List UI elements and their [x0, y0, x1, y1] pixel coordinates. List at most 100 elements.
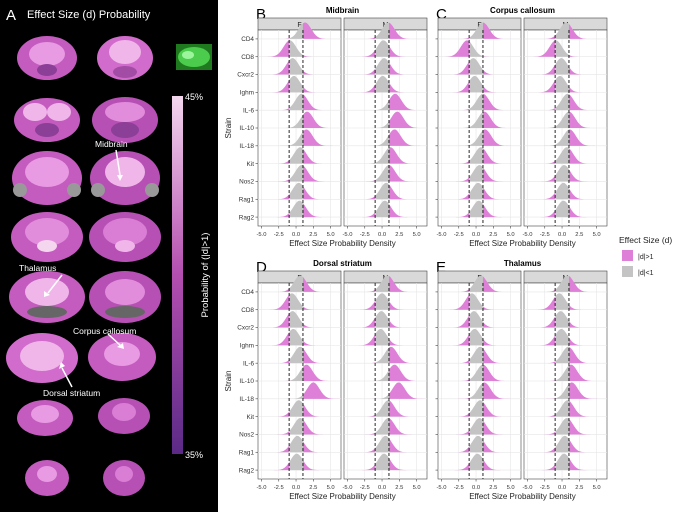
- density-ridge: [302, 364, 341, 381]
- y-tick-label: Ighm: [240, 343, 254, 350]
- panel-title: Dorsal striatum: [313, 259, 372, 268]
- density-ridge: [469, 22, 483, 39]
- density-ridge: [555, 75, 569, 93]
- density-ridge: [524, 35, 556, 39]
- density-ridge: [438, 430, 470, 435]
- density-ridge: [438, 294, 470, 310]
- density-ridge: [568, 457, 607, 471]
- density-ridge: [482, 187, 521, 200]
- density-ridge: [438, 37, 470, 39]
- density-ridge: [388, 184, 427, 200]
- y-tick-label: IL-6: [243, 360, 254, 367]
- density-ridge: [302, 22, 341, 39]
- density-ridge: [469, 328, 483, 346]
- density-ridge: [568, 188, 607, 200]
- panel-letter: B: [256, 6, 266, 23]
- thalamus-label: Thalamus: [19, 263, 56, 273]
- density-ridge: [289, 400, 303, 417]
- y-tick-label: IL-18: [239, 396, 254, 403]
- density-ridge: [258, 288, 290, 292]
- brain-slice: [11, 212, 83, 262]
- density-ridge: [438, 108, 470, 111]
- density-ridge: [568, 275, 607, 292]
- y-tick-label: IL-10: [239, 378, 254, 385]
- density-ridge: [555, 165, 569, 182]
- legend: Effect Size (d) |d|>1 |d|<1: [619, 235, 672, 277]
- density-ridge: [482, 364, 521, 381]
- density-ridge: [482, 321, 521, 328]
- density-ridge: [344, 49, 376, 57]
- x-tick-label: 0.0: [558, 485, 566, 491]
- y-tick-label: CD4: [241, 36, 254, 43]
- density-ridge: [388, 338, 427, 346]
- density-ridge: [344, 162, 376, 164]
- y-tick-label: CD8: [241, 54, 254, 61]
- density-ridge: [289, 165, 303, 182]
- density-ridge: [289, 293, 303, 310]
- x-tick-label: -5.0: [342, 232, 352, 238]
- x-tick-label: -2.5: [540, 485, 550, 491]
- density-ridge: [438, 379, 470, 381]
- density-ridge: [524, 210, 556, 218]
- density-ridge: [289, 114, 303, 128]
- density-ridge: [289, 453, 303, 471]
- density-ridge: [568, 206, 607, 218]
- density-ridge: [469, 130, 483, 146]
- brain-slice: [17, 36, 77, 80]
- brain-slice: [88, 333, 156, 381]
- density-ridge: [524, 107, 556, 111]
- density-ridge: [438, 145, 470, 146]
- density-ridge: [375, 369, 389, 381]
- x-tick-label: -5.0: [342, 485, 352, 491]
- density-ridge: [388, 147, 427, 164]
- density-ridge: [375, 293, 389, 310]
- density-ridge: [555, 111, 569, 128]
- x-tick-label: 0.0: [558, 232, 566, 238]
- density-ridge: [469, 200, 483, 218]
- density-ridge: [555, 400, 569, 417]
- density-ridge: [568, 337, 607, 346]
- x-tick-label: 5.0: [507, 485, 515, 491]
- x-axis-title: Effect Size Probability Density: [289, 239, 396, 248]
- density-ridge: [482, 420, 521, 435]
- density-ridge: [375, 311, 389, 328]
- x-tick-label: -2.5: [360, 485, 370, 491]
- density-ridge: [375, 418, 389, 435]
- density-ridge: [555, 293, 569, 310]
- density-ridge: [302, 441, 341, 453]
- density-ridge: [524, 316, 556, 328]
- density-ridge: [375, 40, 389, 57]
- density-ridge: [289, 366, 303, 381]
- density-ridge: [482, 401, 521, 417]
- density-ridge: [568, 24, 607, 39]
- dorsal-striatum-arrow: [61, 367, 73, 388]
- density-ridge: [482, 129, 521, 146]
- density-ridge: [482, 348, 521, 364]
- density-ridge: [388, 82, 427, 93]
- density-ridge: [555, 311, 569, 328]
- x-tick-label: 0.0: [292, 232, 300, 238]
- x-tick-label: -2.5: [454, 485, 464, 491]
- x-tick-label: 0.0: [378, 232, 386, 238]
- panel-a-letter: A: [6, 7, 16, 24]
- density-ridge: [302, 70, 341, 75]
- density-ridge: [438, 212, 470, 218]
- x-tick-label: -5.0: [436, 485, 446, 491]
- density-ridge: [344, 212, 376, 218]
- corpus-callosum-arrowhead: [117, 343, 124, 349]
- density-ridge: [469, 112, 483, 128]
- density-ridge: [375, 22, 389, 39]
- x-tick-label: -5.0: [522, 232, 532, 238]
- x-tick-label: 5.0: [593, 485, 601, 491]
- density-ridge: [388, 203, 427, 218]
- density-ridge: [344, 289, 376, 292]
- y-tick-label: Nos2: [239, 432, 254, 439]
- brain-sections: [6, 36, 212, 496]
- density-ridge: [482, 203, 521, 218]
- density-ridge: [388, 22, 427, 39]
- density-ridge: [344, 432, 376, 435]
- density-ridge: [555, 328, 569, 346]
- density-ridge: [482, 69, 521, 75]
